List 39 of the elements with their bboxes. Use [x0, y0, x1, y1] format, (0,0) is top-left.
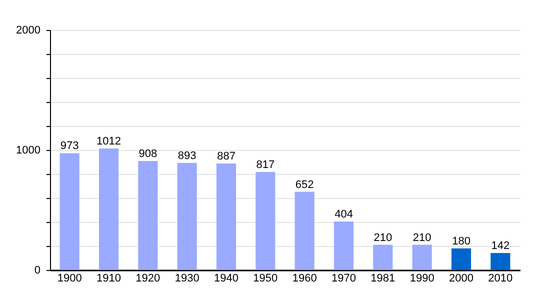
data-label: 1012	[96, 136, 121, 148]
data-label: 887	[217, 150, 236, 163]
bar	[60, 153, 80, 270]
x-tick-label: 1981	[370, 272, 396, 284]
data-label: 142	[491, 240, 510, 252]
bar	[256, 172, 276, 270]
y-tick-label: 1000	[16, 144, 40, 156]
x-tick-label: 1920	[136, 272, 160, 284]
x-tick-label: 2000	[449, 272, 474, 284]
bar	[98, 148, 119, 270]
bar	[451, 248, 472, 270]
y-tick-label: 0	[34, 264, 40, 276]
x-tick-label: 1930	[174, 272, 200, 284]
data-label: 908	[138, 148, 158, 160]
x-tick-label: 1910	[96, 272, 121, 284]
bar	[334, 222, 354, 270]
x-tick-label: 1950	[253, 272, 278, 284]
x-tick-label: 1960	[292, 272, 317, 284]
bar	[294, 192, 314, 270]
bar	[490, 252, 510, 270]
data-label: 210	[412, 232, 432, 244]
x-tick-label: 1940	[214, 272, 238, 284]
x-tick-label: 2010	[488, 272, 513, 284]
data-label: 893	[178, 150, 196, 162]
y-tick-label: 2000	[16, 24, 40, 36]
x-tick-label: 1900	[57, 272, 82, 284]
data-label: 973	[60, 140, 79, 152]
bar	[177, 162, 197, 270]
bar	[138, 161, 158, 270]
bar	[373, 244, 393, 270]
data-label: 404	[334, 208, 353, 221]
x-tick-label: 1990	[410, 272, 434, 284]
data-label: 210	[374, 232, 392, 244]
bar	[412, 244, 432, 270]
x-tick-label: 1970	[332, 272, 356, 284]
data-label: 652	[295, 178, 314, 191]
data-label: 817	[256, 158, 275, 171]
bar	[216, 164, 236, 270]
data-label: 180	[452, 235, 470, 248]
